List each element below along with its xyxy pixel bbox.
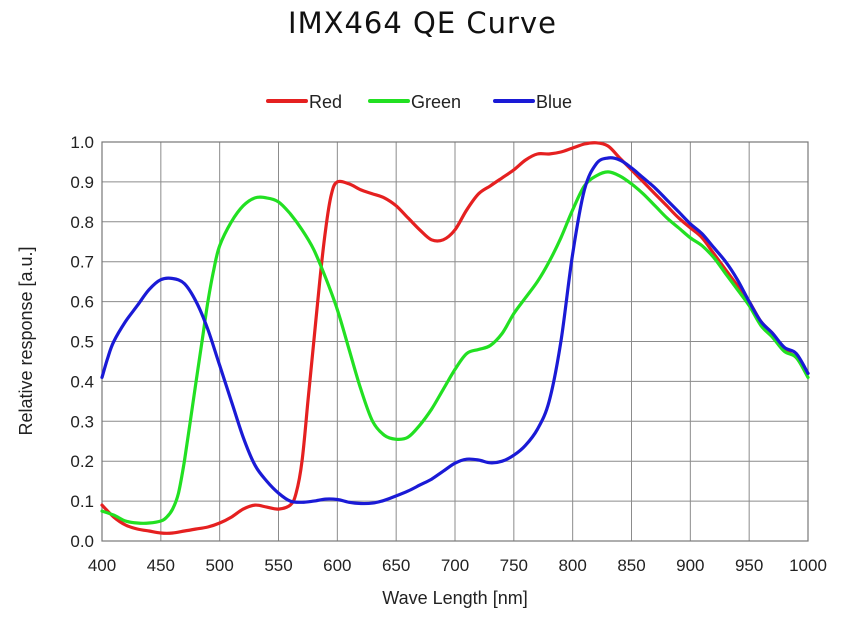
x-tick-labels: 400 450 500 550 600 650 700 750 800 850 900 950 1000 [88,556,827,575]
legend-label-red: Red [309,92,342,112]
y-tick-label: 0.4 [70,372,94,391]
x-tick-label: 1000 [789,556,827,575]
x-tick-label: 500 [205,556,233,575]
legend-label-blue: Blue [536,92,572,112]
x-tick-label: 900 [676,556,704,575]
series-line-green [100,170,810,525]
y-tick-label: 0.7 [70,253,94,272]
x-tick-label: 750 [500,556,528,575]
x-tick-label: 700 [441,556,469,575]
y-tick-label: 0.2 [70,452,94,471]
x-tick-label: 650 [382,556,410,575]
x-tick-label: 400 [88,556,116,575]
series-line-red [100,141,810,535]
x-tick-label: 450 [147,556,175,575]
series-line-blue [100,156,810,506]
series-lines [100,141,810,535]
y-tick-label: 0.0 [70,532,94,551]
y-tick-label: 0.5 [70,333,94,352]
chart-title: IMX464 QE Curve [288,6,557,40]
x-axis-label: Wave Length [nm] [382,588,527,608]
y-axis-label: Relative response [a.u.] [16,246,36,435]
y-tick-label: 0.6 [70,293,94,312]
y-tick-label: 0.8 [70,213,94,232]
y-tick-label: 0.9 [70,173,94,192]
x-tick-label: 600 [323,556,351,575]
y-tick-label: 1.0 [70,133,94,152]
legend: Red Green Blue [266,92,572,112]
x-tick-label: 950 [735,556,763,575]
grid [101,141,809,542]
x-tick-label: 850 [617,556,645,575]
legend-label-green: Green [411,92,461,112]
plot-frame [101,141,809,542]
y-tick-labels: 0.0 0.1 0.2 0.3 0.4 0.5 0.6 0.7 0.8 0.9 1.0 [70,133,94,551]
x-tick-label: 800 [558,556,586,575]
y-tick-label: 0.3 [70,412,94,431]
x-tick-label: 550 [264,556,292,575]
y-tick-label: 0.1 [70,492,94,511]
